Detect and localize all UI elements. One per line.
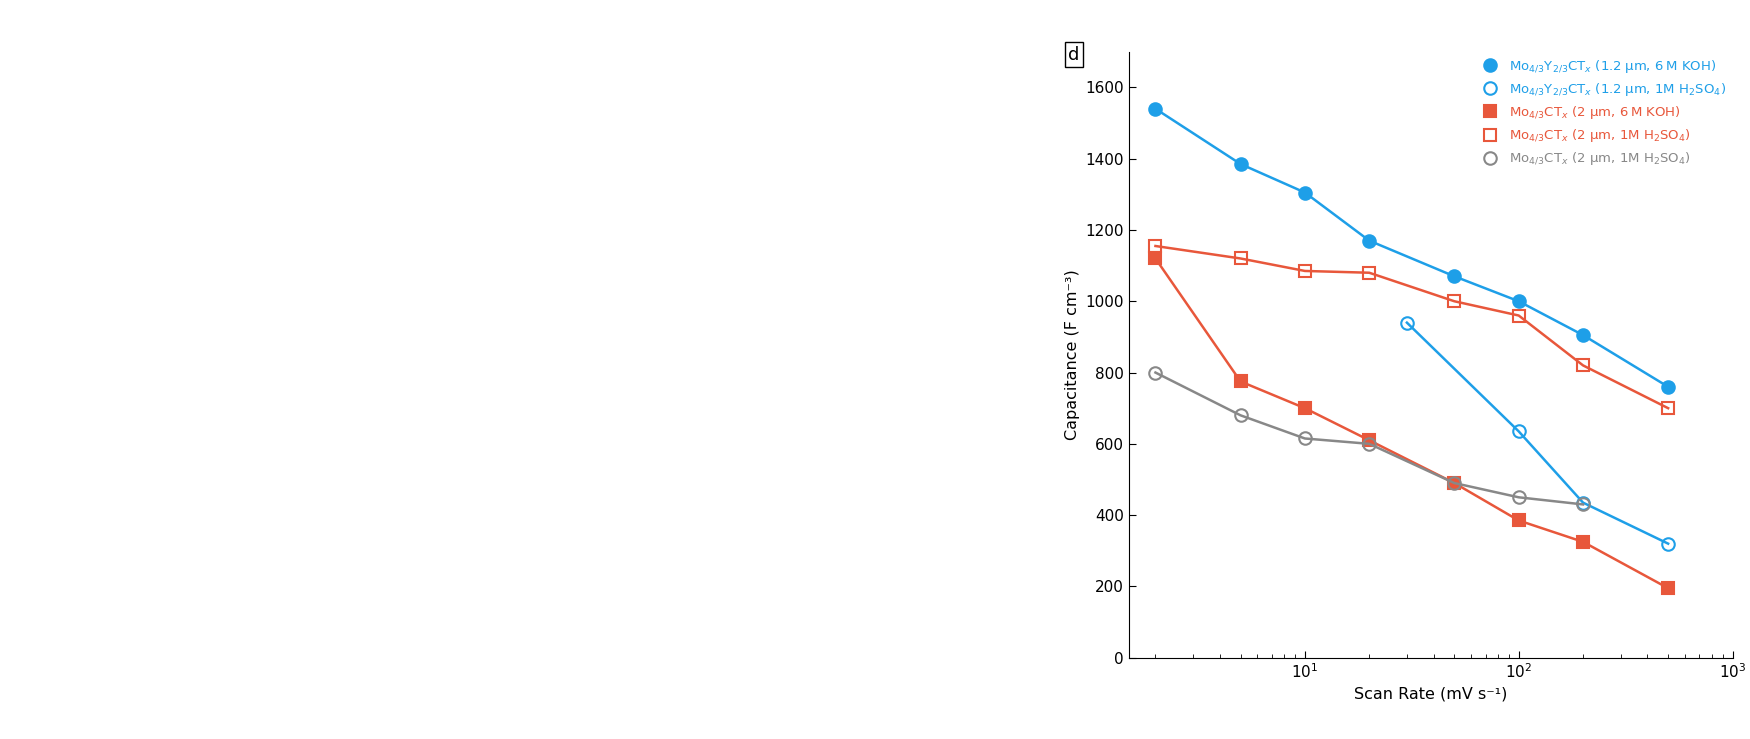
Legend: Mo$_{4/3}$Y$_{2/3}$CT$_x$ (1.2 μm, 6 M KOH), Mo$_{4/3}$Y$_{2/3}$CT$_x$ (1.2 μm, : Mo$_{4/3}$Y$_{2/3}$CT$_x$ (1.2 μm, 6 M K… xyxy=(1472,53,1731,172)
X-axis label: Scan Rate (mV s⁻¹): Scan Rate (mV s⁻¹) xyxy=(1354,687,1507,702)
Text: d: d xyxy=(1068,46,1080,64)
Y-axis label: Capacitance (F cm⁻³): Capacitance (F cm⁻³) xyxy=(1064,269,1080,440)
